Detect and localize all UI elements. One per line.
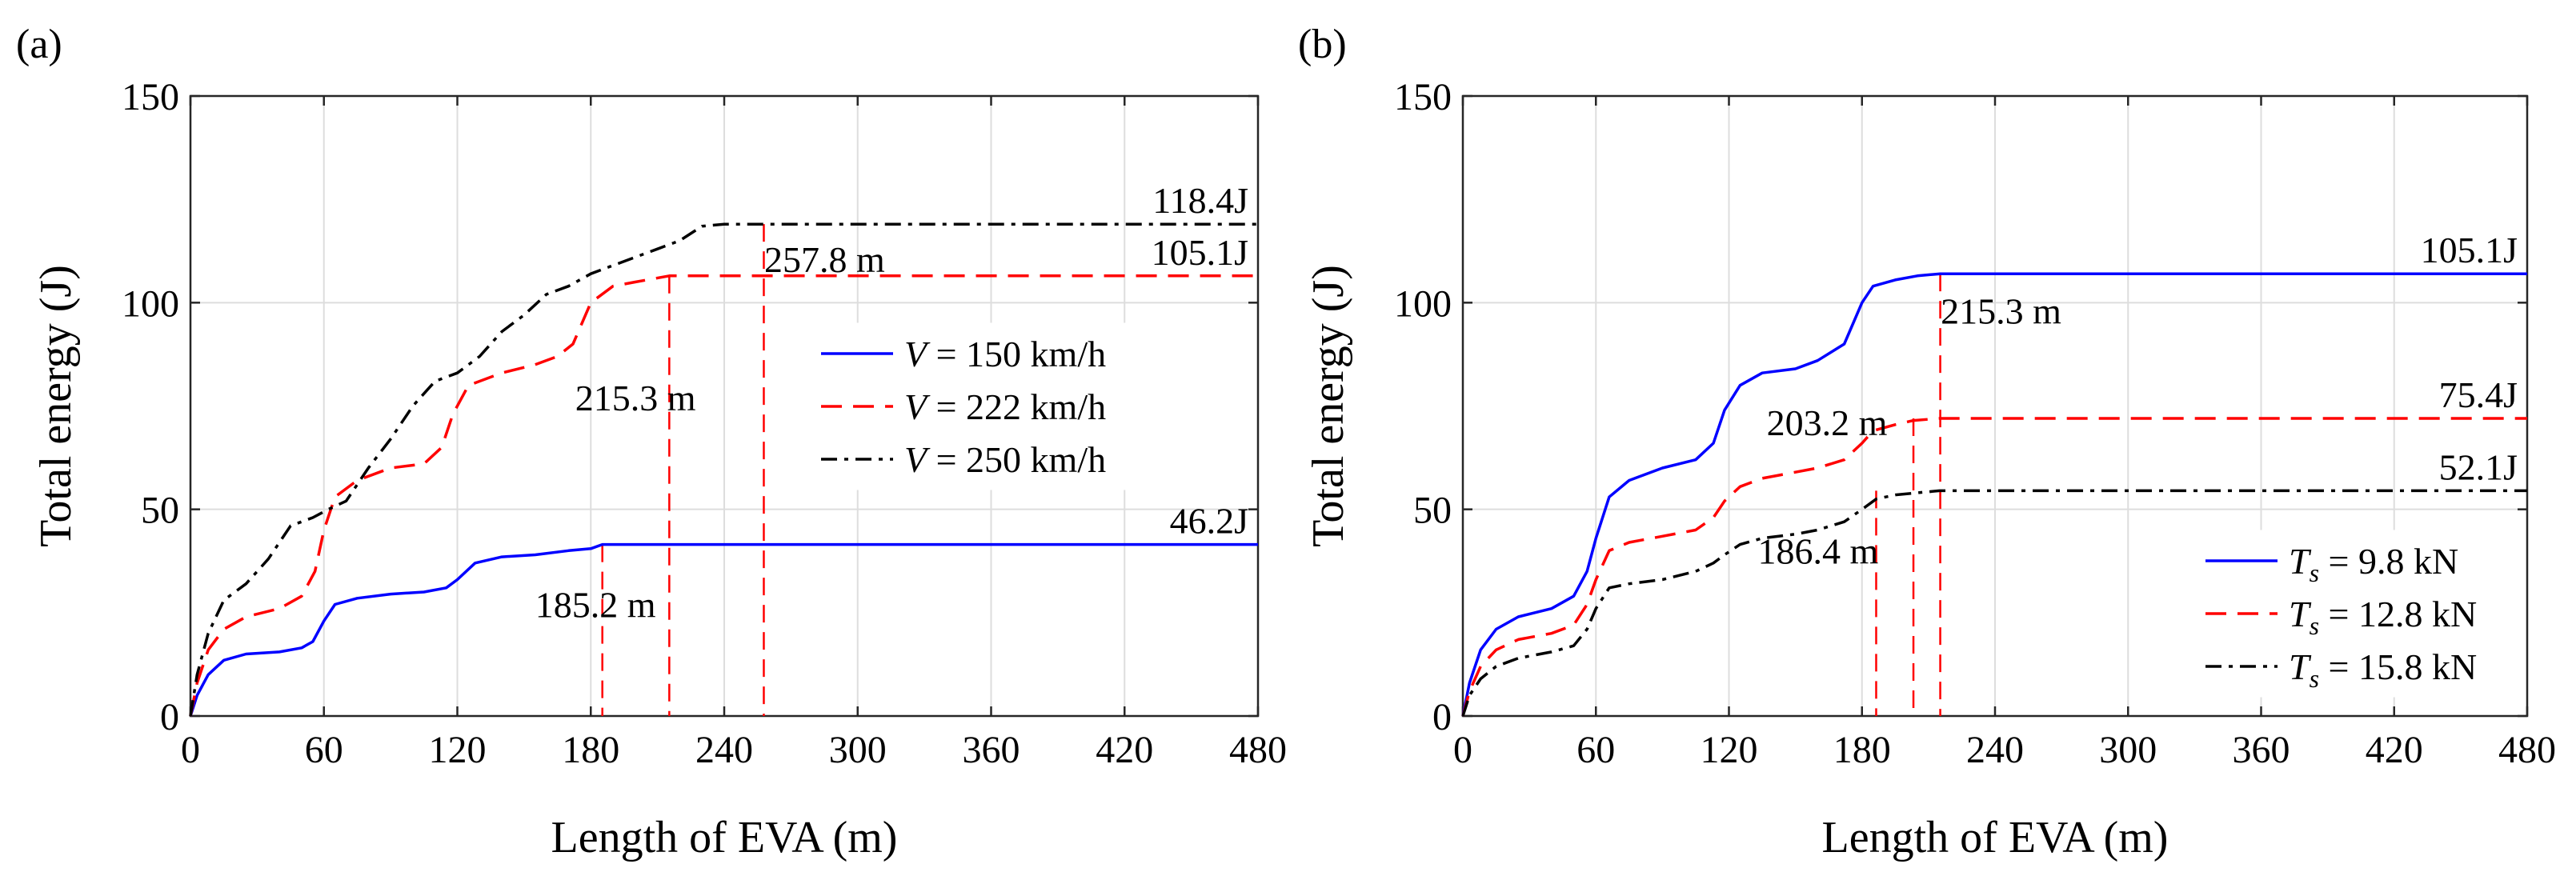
end-value-label: 105.1J (1152, 232, 1248, 273)
legend-entry: V = 222 km/h (904, 386, 1106, 427)
legend-entry: V = 250 km/h (904, 439, 1106, 480)
x-tick-label: 480 (1229, 729, 1287, 771)
end-value-label: 75.4J (2439, 374, 2518, 415)
x-tick-label: 240 (1966, 729, 2024, 771)
x-tick-label: 240 (695, 729, 753, 771)
legend-var: V (904, 334, 931, 374)
marker-label: 185.2 m (535, 585, 656, 626)
legend-rest: = 15.8 kN (2319, 646, 2477, 687)
end-value-label: 46.2J (1170, 501, 1248, 542)
series-line-3 (1461, 489, 2527, 717)
y-tick-label: 50 (141, 490, 179, 532)
legend-var: T (2289, 541, 2312, 582)
legend-entry: Ts = 12.8 kN (2289, 594, 2477, 640)
x-tick-label: 300 (829, 729, 887, 771)
x-tick-label: 300 (2099, 729, 2157, 771)
legend-rest: = 12.8 kN (2319, 594, 2477, 634)
y-tick-label: 150 (1394, 76, 1452, 118)
x-tick-label: 120 (1701, 729, 1758, 771)
marker-label: 186.4 m (1758, 530, 1879, 571)
legend-rest: = 150 km/h (927, 334, 1106, 374)
legend-sub: s (2310, 558, 2319, 587)
panel-label: (b) (1298, 22, 1347, 67)
end-value-label: 52.1J (2439, 446, 2518, 487)
legend-entry: V = 150 km/h (904, 334, 1106, 374)
legend-var: T (2289, 594, 2312, 634)
series-line-1 (189, 542, 1258, 717)
marker-label: 257.8 m (764, 239, 885, 280)
y-tick-label: 100 (122, 282, 179, 325)
legend-sub: s (2310, 664, 2319, 693)
legend-rest: = 250 km/h (927, 439, 1106, 480)
x-axis-label: Length of EVA (m) (551, 813, 898, 862)
legend-box (809, 322, 1203, 490)
chart-panel-b: (b) 0 60 120 180 240 300 360 420 480 0 50 100 150 Leng… (1298, 22, 2556, 862)
legend: V = 150 km/hV = 222 km/hV = 250 km/h (809, 322, 1203, 490)
legend-var: T (2289, 646, 2312, 687)
x-tick-label: 0 (1453, 729, 1472, 771)
series-line-2 (189, 274, 1258, 717)
legend-rest: = 9.8 kN (2319, 541, 2458, 582)
x-tick-label: 480 (2498, 729, 2556, 771)
y-tick-label: 150 (122, 76, 179, 118)
legend-var: V (904, 386, 931, 427)
chart-panel-a: (a) 0 60 120 180 240 300 360 420 480 0 50 100 150 Leng… (16, 22, 1287, 862)
marker-label: 215.3 m (575, 378, 696, 418)
x-tick-label: 360 (963, 729, 1020, 771)
series-line-2 (1461, 417, 2527, 717)
x-tick-label: 360 (2233, 729, 2290, 771)
y-axis-label: Total energy (J) (31, 265, 81, 547)
x-tick-label: 0 (181, 729, 200, 771)
y-tick-label: 50 (1413, 490, 1452, 532)
panel-label: (a) (16, 22, 62, 67)
series-line-1 (1461, 272, 2527, 717)
end-value-label: 118.4J (1152, 180, 1248, 221)
x-tick-label: 120 (429, 729, 487, 771)
x-tick-label: 420 (2366, 729, 2423, 771)
x-tick-label: 420 (1096, 729, 1153, 771)
legend-rest: = 222 km/h (927, 386, 1106, 427)
legend-entry: Ts = 9.8 kN (2289, 541, 2458, 587)
x-axis-label: Length of EVA (m) (1822, 813, 2169, 862)
y-axis-label: Total energy (J) (1304, 265, 1353, 547)
y-tick-label: 100 (1394, 282, 1452, 325)
marker-label: 215.3 m (1941, 291, 2061, 332)
legend-var: V (904, 439, 931, 480)
x-tick-label: 180 (1833, 729, 1891, 771)
marker-label: 203.2 m (1767, 402, 1888, 443)
y-tick-label: 0 (160, 696, 179, 738)
series-line-3 (189, 222, 1258, 717)
x-tick-label: 60 (305, 729, 343, 771)
legend-entry: Ts = 15.8 kN (2289, 646, 2477, 693)
end-value-label: 105.1J (2421, 230, 2518, 270)
legend-sub: s (2310, 611, 2319, 640)
x-tick-label: 180 (562, 729, 619, 771)
y-tick-label: 0 (1432, 696, 1452, 738)
x-tick-label: 60 (1576, 729, 1615, 771)
